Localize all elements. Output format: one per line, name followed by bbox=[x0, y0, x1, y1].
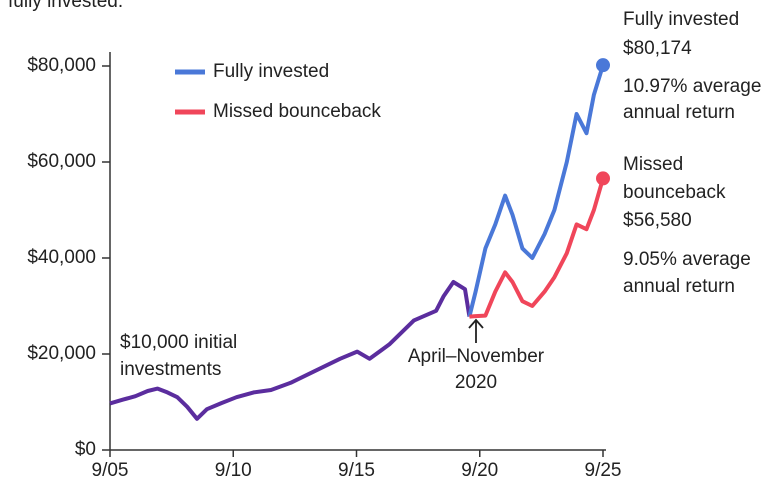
annotation: 10.97% average bbox=[623, 76, 761, 97]
annotation: 2020 bbox=[455, 372, 497, 393]
x-tick-label: 9/10 bbox=[215, 460, 252, 481]
x-tick-label: 9/20 bbox=[461, 460, 498, 481]
caption-fragment: fully invested. bbox=[8, 0, 123, 12]
y-tick-label: $0 bbox=[75, 439, 96, 460]
y-tick-label: $20,000 bbox=[27, 343, 96, 364]
annotation: $10,000 initial bbox=[120, 332, 237, 353]
annotation: annual return bbox=[623, 102, 735, 123]
series-line bbox=[467, 64, 605, 318]
annotation-arrow bbox=[468, 318, 484, 343]
value-label: $56,580 bbox=[623, 210, 692, 231]
annotation: April–November bbox=[408, 346, 545, 367]
annotation: annual return bbox=[623, 276, 735, 297]
legend-label: Missed bounceback bbox=[213, 101, 381, 122]
y-tick-label: $40,000 bbox=[27, 247, 96, 268]
x-tick-label: 9/15 bbox=[338, 460, 375, 481]
legend-label: Fully invested bbox=[213, 61, 329, 82]
end-dot bbox=[596, 58, 610, 73]
end-dot bbox=[596, 171, 610, 186]
y-tick-label: $60,000 bbox=[27, 151, 96, 172]
annotation: investments bbox=[120, 359, 221, 380]
series-line bbox=[469, 177, 605, 319]
x-tick-label: 9/05 bbox=[92, 460, 129, 481]
annotation: bounceback bbox=[623, 182, 726, 203]
annotation: Missed bbox=[623, 154, 683, 175]
y-tick-label: $80,000 bbox=[27, 55, 96, 76]
x-tick-label: 9/25 bbox=[585, 460, 622, 481]
value-label: $80,174 bbox=[623, 38, 692, 59]
series-line bbox=[109, 280, 472, 421]
annotation: Fully invested bbox=[623, 9, 739, 30]
annotation: 9.05% average bbox=[623, 249, 751, 270]
